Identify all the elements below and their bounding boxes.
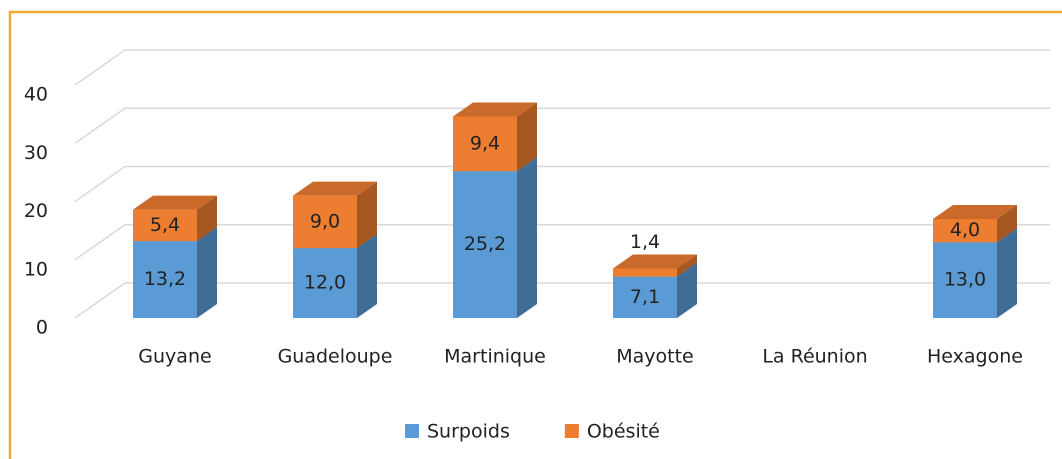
bar-side [197, 195, 217, 242]
bar-segment [133, 195, 217, 242]
legend-swatch [405, 424, 419, 438]
bar-segment [453, 157, 537, 318]
legend-label: Obésité [587, 421, 660, 443]
grid-line [74, 49, 1050, 86]
bar-side [677, 254, 697, 277]
x-tick-label: Hexagone [927, 346, 1023, 368]
bar-front [293, 195, 357, 249]
bar-segment [133, 227, 217, 318]
bar-front [933, 242, 997, 318]
bar-segment [933, 204, 1017, 243]
x-tick-label: La Réunion [762, 346, 867, 368]
bar-front [933, 218, 997, 243]
value-label: 12,0 [304, 272, 346, 294]
bar-front [453, 116, 517, 172]
y-tick-label: 40 [24, 84, 48, 106]
x-tick-label: Mayotte [616, 346, 694, 368]
bar-front [133, 209, 197, 242]
grid-line [74, 282, 1050, 319]
value-label: 25,2 [464, 233, 506, 255]
bar-side [517, 102, 537, 172]
x-tick-label: Guadeloupe [278, 346, 393, 368]
bar-side [997, 228, 1017, 318]
bar-front [133, 241, 197, 318]
grid-line [74, 107, 1050, 144]
bar-side [677, 262, 697, 318]
bar-front [613, 268, 677, 277]
bar-top [293, 181, 377, 196]
bar-side [197, 227, 217, 318]
value-label: 1,4 [630, 231, 660, 253]
x-tick-label: Guyane [138, 346, 211, 368]
bar-side [357, 234, 377, 318]
value-label: 5,4 [150, 214, 180, 236]
bar-front [453, 171, 517, 318]
bar-side [357, 181, 377, 249]
grid-line [74, 165, 1050, 203]
x-tick-label: Martinique [444, 346, 546, 368]
bar-side [997, 204, 1017, 243]
bar-segment [293, 234, 377, 318]
bar-segment [293, 181, 377, 249]
value-label: 13,0 [944, 269, 986, 291]
grid-line [74, 224, 1050, 261]
y-tick-label: 0 [36, 317, 48, 339]
bar-top [933, 204, 1017, 219]
value-label: 7,1 [630, 286, 660, 308]
bar-top [453, 102, 537, 117]
legend-label: Surpoids [427, 421, 510, 443]
bar-segment [613, 254, 697, 277]
y-tick-label: 20 [24, 200, 48, 222]
bar-top [613, 254, 697, 269]
bar-front [293, 248, 357, 318]
value-label: 9,4 [470, 132, 500, 154]
value-label: 4,0 [950, 219, 980, 241]
bar-side [517, 157, 537, 318]
value-label: 9,0 [310, 210, 340, 232]
legend-swatch [564, 424, 579, 438]
y-tick-label: 30 [24, 142, 48, 164]
bar-segment [453, 102, 537, 172]
bar-front [613, 276, 677, 318]
frame [8, 10, 1062, 459]
y-tick-label: 10 [24, 258, 48, 280]
value-label: 13,2 [144, 268, 186, 290]
bar-top [133, 195, 217, 210]
